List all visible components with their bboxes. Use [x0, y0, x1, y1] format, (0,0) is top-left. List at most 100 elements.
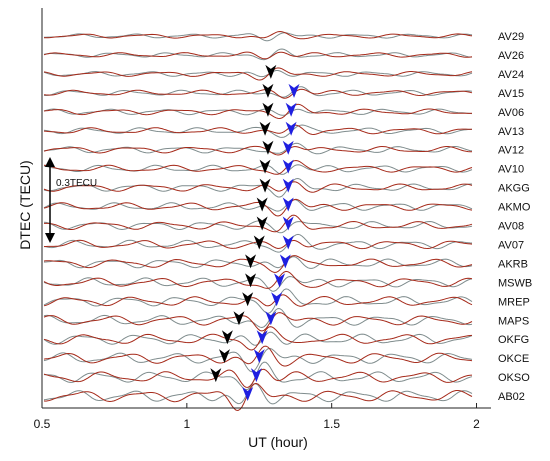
x-tick-label: 1: [183, 417, 190, 431]
station-label-av15: AV15: [498, 88, 524, 100]
trace-red-okfg: [43, 326, 473, 351]
blue-arrow-av12: [282, 140, 294, 155]
blue-arrow-okce: [253, 349, 265, 364]
black-arrow-mrep: [242, 292, 254, 307]
scale-bar-bottom-arrowhead: [45, 233, 55, 243]
trace-gray-av15: [43, 86, 473, 98]
station-label-av13: AV13: [498, 126, 524, 138]
trace-gray-av10: [43, 164, 473, 175]
station-label-okce: OKCE: [498, 353, 529, 365]
trace-red-mrep: [43, 294, 473, 307]
black-arrow-av07: [253, 235, 265, 250]
blue-arrow-okfg: [256, 330, 268, 345]
black-arrow-okce: [218, 349, 230, 364]
black-arrow-av24: [265, 64, 277, 79]
x-axis-label: UT (hour): [248, 434, 308, 450]
blue-arrow-akgg: [282, 178, 294, 193]
station-labels-layer: AV29 AV26 AV24 AV15 AV06 AV13 AV12 AV10 AKGG AKMO…: [498, 31, 532, 403]
trace-gray-okce: [43, 347, 473, 373]
black-arrow-akmo: [256, 197, 268, 212]
arrows-layer: [210, 64, 300, 402]
black-arrow-okso: [210, 368, 222, 383]
trace-red-av08: [44, 214, 473, 233]
black-arrow-av12: [262, 140, 274, 155]
station-label-mswb: MSWB: [498, 277, 532, 289]
station-label-av08: AV08: [498, 221, 524, 233]
blue-arrow-av06: [285, 102, 297, 117]
trace-red-akmo: [43, 198, 473, 217]
black-arrow-okfg: [221, 330, 233, 345]
station-label-mrep: MREP: [498, 296, 530, 308]
trace-red-av26: [43, 51, 473, 60]
station-label-okso: OKSO: [498, 372, 530, 384]
trace-gray-av26: [43, 48, 473, 61]
blue-arrow-av07: [282, 235, 294, 250]
blue-arrow-ab02: [242, 387, 254, 402]
trace-red-av13: [43, 124, 472, 136]
blue-arrow-mswb: [274, 273, 286, 288]
traces-layer: [43, 30, 473, 412]
trace-red-av06: [43, 103, 473, 120]
black-arrow-av08: [256, 216, 268, 231]
plot-area: [42, 8, 491, 408]
blue-arrow-akrb: [279, 254, 291, 269]
scale-bar: 0.3TECU: [45, 157, 97, 243]
trace-red-maps: [43, 312, 473, 332]
blue-arrow-av10: [282, 159, 294, 174]
trace-gray-okso: [43, 361, 473, 391]
trace-red-ab02: [43, 382, 473, 412]
trace-red-av24: [43, 67, 473, 81]
station-label-maps: MAPS: [498, 315, 529, 327]
trace-red-av29: [43, 30, 473, 40]
blue-arrow-okso: [250, 368, 262, 383]
x-ticks-layer: 0.5 1 1.5 2: [34, 403, 480, 431]
station-label-av10: AV10: [498, 164, 524, 176]
blue-arrow-av15: [288, 83, 300, 98]
station-label-av06: AV06: [498, 107, 524, 119]
blue-arrow-av13: [285, 121, 297, 136]
station-label-av29: AV29: [498, 31, 524, 43]
trace-red-av10: [43, 159, 473, 175]
black-arrow-akgg: [259, 178, 271, 193]
blue-arrow-mrep: [271, 292, 283, 307]
y-axis-label: DTEC (TECU): [17, 160, 33, 249]
station-label-akmo: AKMO: [498, 202, 531, 214]
blue-arrow-av08: [282, 216, 294, 231]
trace-red-av12: [43, 145, 472, 156]
station-label-av26: AV26: [498, 50, 524, 62]
station-label-av12: AV12: [498, 145, 524, 157]
trace-gray-mrep: [43, 288, 473, 314]
blue-arrow-maps: [265, 311, 277, 326]
black-arrow-mswb: [245, 273, 257, 288]
station-label-av07: AV07: [498, 239, 524, 251]
scale-bar-label: 0.3TECU: [56, 178, 97, 189]
blue-arrow-akmo: [282, 197, 294, 212]
trace-gray-av24: [43, 70, 473, 78]
x-tick-label: 2: [473, 417, 480, 431]
black-arrow-akrb: [245, 254, 257, 269]
scale-bar-top-arrowhead: [45, 157, 55, 167]
trace-gray-maps: [43, 307, 473, 329]
x-tick-label: 1.5: [323, 417, 340, 431]
trace-red-mswb: [43, 270, 473, 289]
x-tick-label: 0.5: [34, 417, 51, 431]
black-arrow-av15: [262, 83, 274, 98]
trace-gray-av08: [43, 220, 473, 234]
station-label-akgg: AKGG: [498, 183, 530, 195]
black-arrow-av06: [262, 102, 274, 117]
trace-gray-av13: [43, 124, 473, 138]
station-label-av24: AV24: [498, 69, 524, 81]
black-arrow-maps: [233, 311, 245, 326]
station-label-okfg: OKFG: [498, 334, 529, 346]
station-label-ab02: AB02: [498, 391, 525, 403]
station-label-akrb: AKRB: [498, 258, 528, 270]
trace-gray-akmo: [43, 199, 473, 212]
black-arrow-av10: [259, 159, 271, 174]
trace-gray-akgg: [43, 177, 472, 198]
trace-gray-akrb: [43, 256, 473, 269]
black-arrow-av13: [259, 121, 271, 136]
trace-red-av15: [43, 88, 473, 99]
trace-red-akrb: [43, 255, 473, 273]
trace-red-akgg: [43, 181, 473, 193]
